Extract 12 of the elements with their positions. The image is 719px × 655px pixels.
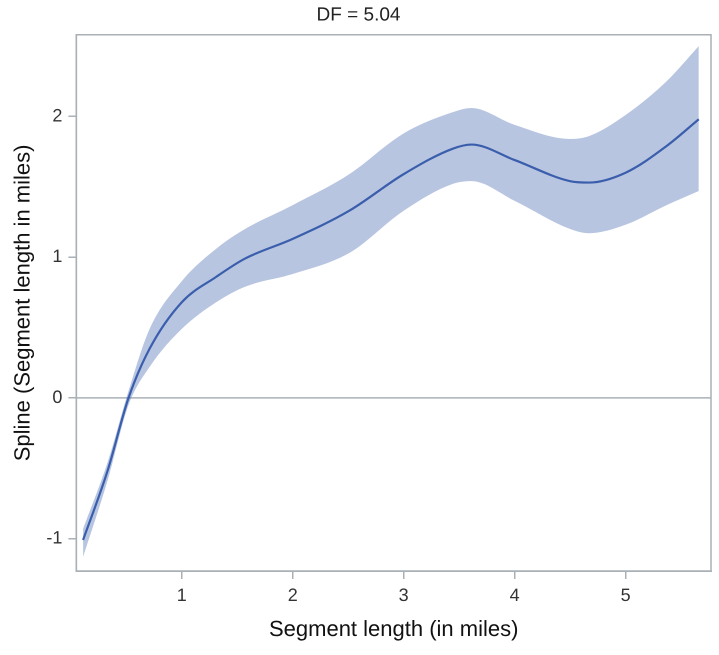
y-tick-label: 1 [52, 246, 62, 266]
chart-title: DF = 5.04 [316, 4, 401, 26]
x-tick-label: 5 [620, 584, 631, 605]
y-tick-label: 2 [52, 105, 62, 126]
y-axis-title: Spline (Segment length in miles) [9, 144, 34, 462]
x-axis-title: Segment length (in miles) [268, 616, 518, 641]
x-tick-label: 4 [510, 584, 520, 605]
x-tick-label: 2 [288, 584, 298, 605]
y-tick-label: -1 [46, 528, 62, 548]
x-tick-label: 3 [398, 584, 409, 605]
y-tick-label: 0 [52, 386, 62, 407]
x-tick-label: 1 [176, 584, 187, 605]
